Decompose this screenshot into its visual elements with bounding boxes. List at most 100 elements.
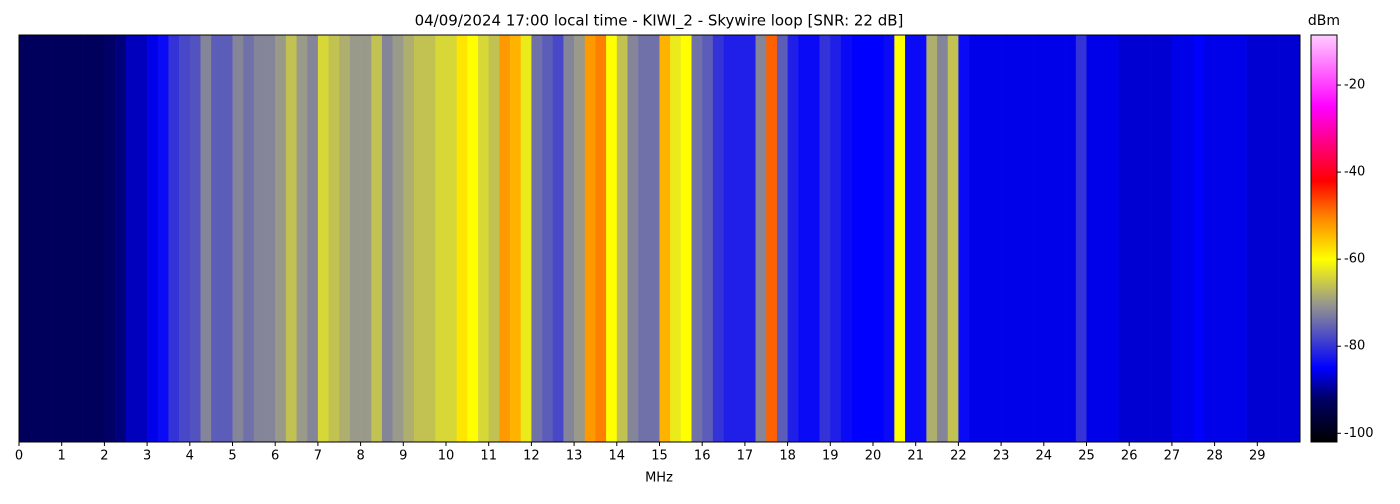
spectrum-cell [1075, 35, 1087, 442]
spectrum-cell [627, 35, 639, 442]
spectrum-cell [873, 35, 884, 442]
spectrum-cell [712, 35, 724, 442]
spectrum-cell [381, 35, 393, 442]
spectrum-cell [883, 35, 895, 442]
spectrum-cell [1065, 35, 1077, 442]
spectrum-cell [232, 35, 244, 442]
spectrum-cell [723, 35, 735, 442]
colorbar-tick-label: -20 [1344, 78, 1365, 93]
spectrum-cell [456, 35, 468, 442]
spectrum-cell [168, 35, 180, 442]
spectrum-cell [1214, 35, 1226, 442]
spectrum-cell [947, 35, 959, 442]
spectrum-cell [680, 35, 692, 442]
spectrum-cell [19, 35, 30, 442]
spectrum-cell [1086, 35, 1098, 442]
spectrum-cell [926, 35, 938, 442]
spectrum-cell [1161, 35, 1173, 442]
spectrum-cell [510, 35, 522, 442]
spectrum-cell [189, 35, 201, 442]
spectrum-cell [584, 35, 596, 442]
spectrum-cell [115, 35, 127, 442]
spectrum-cell [211, 35, 223, 442]
x-tick-label: 18 [779, 449, 796, 464]
chart-title: 04/09/2024 17:00 local time - KIWI_2 - S… [415, 12, 904, 31]
spectrum-cell [275, 35, 287, 442]
spectrum-cell [915, 35, 927, 442]
spectrum-cell [61, 35, 73, 442]
x-tick-label: 12 [523, 449, 540, 464]
spectrum-cell [136, 35, 148, 442]
spectrum-cell [574, 35, 586, 442]
x-tick-label: 9 [399, 449, 407, 464]
spectrum-cell [499, 35, 511, 442]
spectrum-cell [1203, 35, 1215, 442]
spectrum-cell [702, 35, 714, 442]
spectrum-cell [1097, 35, 1109, 442]
spectrum-cell [595, 35, 607, 442]
spectrum-cell [830, 35, 842, 442]
spectrum-cell [520, 35, 532, 442]
spectrum-cell [766, 35, 778, 442]
x-tick-label: 15 [651, 449, 668, 464]
spectrum-cell [1033, 35, 1045, 442]
spectrum-cell [349, 35, 361, 442]
colorbar-tick-label: -40 [1344, 165, 1365, 180]
spectrum-cell [531, 35, 543, 442]
spectrum-cell [200, 35, 212, 442]
x-tick-label: 8 [356, 449, 364, 464]
spectrum-cell [776, 35, 788, 442]
spectrum-cell [648, 35, 660, 442]
spectrum-cell [371, 35, 383, 442]
spectrum-cell [1171, 35, 1183, 442]
spectrum-cell [253, 35, 265, 442]
spectrum-cell [392, 35, 404, 442]
x-tick-label: 13 [566, 449, 583, 464]
spectrum-cell [51, 35, 62, 442]
spectrum-cell [1107, 35, 1119, 442]
spectrum-cell [104, 35, 116, 442]
spectrum-cell [360, 35, 372, 442]
spectrum-cell [670, 35, 682, 442]
spectrum-cell [1043, 35, 1055, 442]
spectrum-cell [307, 35, 319, 442]
spectrum-cell [1129, 35, 1141, 442]
spectrum-cell [744, 35, 756, 442]
spectrum-cell [467, 35, 479, 442]
x-tick-label: 14 [609, 449, 626, 464]
x-tick-label: 10 [438, 449, 455, 464]
spectrum-cell [424, 35, 436, 442]
spectrum-cell [1235, 35, 1247, 442]
colorbar-tick-label: -100 [1344, 426, 1374, 441]
x-tick-label: 4 [186, 449, 194, 464]
x-tick-label: 7 [314, 449, 322, 464]
spectrum-cell [1278, 35, 1290, 442]
spectrum-cell [542, 35, 554, 442]
spectrum-cell [157, 35, 169, 442]
spectrum-cell [1289, 35, 1301, 442]
spectrum-cell [328, 35, 340, 442]
spectrum-cell [264, 35, 276, 442]
spectrum-cell [840, 35, 852, 442]
spectrum-cell [819, 35, 831, 442]
spectrum-cell [755, 35, 767, 442]
spectrum-cell [958, 35, 970, 442]
spectrum-cell [990, 35, 1002, 442]
spectrum-cell [403, 35, 415, 442]
x-tick-label: 22 [950, 449, 967, 464]
spectrum-cell [1150, 35, 1162, 442]
spectrum-cell [979, 35, 991, 442]
spectrum-cell [285, 35, 297, 442]
spectrum-cell [296, 35, 308, 442]
spectrum-cell [339, 35, 351, 442]
spectrum-cell [808, 35, 820, 442]
x-tick-label: 21 [907, 449, 924, 464]
spectrum-cell [691, 35, 703, 442]
spectrum-cell [179, 35, 191, 442]
spectrum-cell [606, 35, 618, 442]
x-tick-label: 28 [1206, 449, 1223, 464]
spectrum-cell [937, 35, 949, 442]
spectrum-cell [488, 35, 500, 442]
spectrum-cell [894, 35, 906, 442]
spectrum-cell [851, 35, 863, 442]
